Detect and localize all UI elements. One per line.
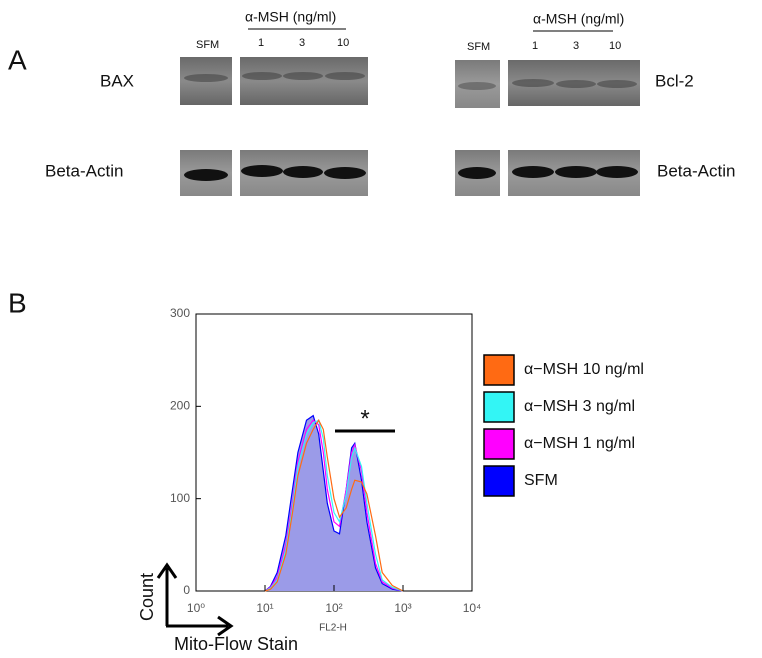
lane-label: 10 xyxy=(337,37,349,49)
lane-label: 10 xyxy=(609,40,621,52)
histogram-line xyxy=(264,419,404,592)
lane-label: 3 xyxy=(573,40,579,52)
legend-label: α−MSH 1 ng/ml xyxy=(524,435,635,452)
y-arrow-label: Count xyxy=(137,573,157,621)
legend-label: α−MSH 3 ng/ml xyxy=(524,398,635,415)
legend-label: SFM xyxy=(524,472,558,489)
legend-swatch xyxy=(483,465,515,497)
y-tick-label: 100 xyxy=(170,491,190,505)
blot-header: α-MSH (ng/ml) xyxy=(533,11,624,27)
protein-label: BAX xyxy=(100,71,134,90)
legend-swatch xyxy=(483,354,515,386)
x-arrow-label: Mito-Flow Stain xyxy=(174,634,298,654)
protein-label: Beta-Actin xyxy=(657,161,735,180)
y-tick-label: 200 xyxy=(170,399,190,413)
legend-swatch xyxy=(483,428,515,460)
histogram-line xyxy=(264,419,404,592)
protein-label: Beta-Actin xyxy=(45,161,123,180)
histogram-area xyxy=(265,415,403,591)
annotation: * xyxy=(360,405,369,432)
legend: α−MSH 10 ng/ml α−MSH 3 ng/ml α−MSH 1 ng/ml… xyxy=(483,354,644,497)
y-tick-label: 0 xyxy=(183,583,190,597)
panel-label: A xyxy=(8,44,27,75)
x-tick-label: 10⁴ xyxy=(463,601,482,615)
lane-label: 1 xyxy=(258,37,264,49)
x-tick-label: 10² xyxy=(325,601,342,615)
x-axis-label: FL2-H xyxy=(319,623,347,634)
histogram-line xyxy=(264,418,404,592)
blot xyxy=(180,57,368,196)
lane-label: 3 xyxy=(299,37,305,49)
y-tick-label: 300 xyxy=(170,306,190,320)
arrow-head xyxy=(156,562,178,579)
lane-label: SFM xyxy=(467,41,490,53)
plot xyxy=(264,414,404,592)
panel-label: B xyxy=(8,287,27,318)
histogram-line xyxy=(264,414,404,592)
x-tick-label: 10⁰ xyxy=(187,601,205,615)
legend-label: α−MSH 10 ng/ml xyxy=(524,361,644,378)
lane-label: SFM xyxy=(196,39,219,51)
arrow-head xyxy=(217,615,234,637)
blot xyxy=(455,60,640,196)
x-tick-label: 10¹ xyxy=(256,601,273,615)
protein-label: Bcl-2 xyxy=(655,71,694,90)
lane-label: 1 xyxy=(532,40,538,52)
blot-header: α-MSH (ng/ml) xyxy=(245,9,336,25)
x-tick-label: 10³ xyxy=(394,601,411,615)
legend-swatch xyxy=(483,391,515,423)
